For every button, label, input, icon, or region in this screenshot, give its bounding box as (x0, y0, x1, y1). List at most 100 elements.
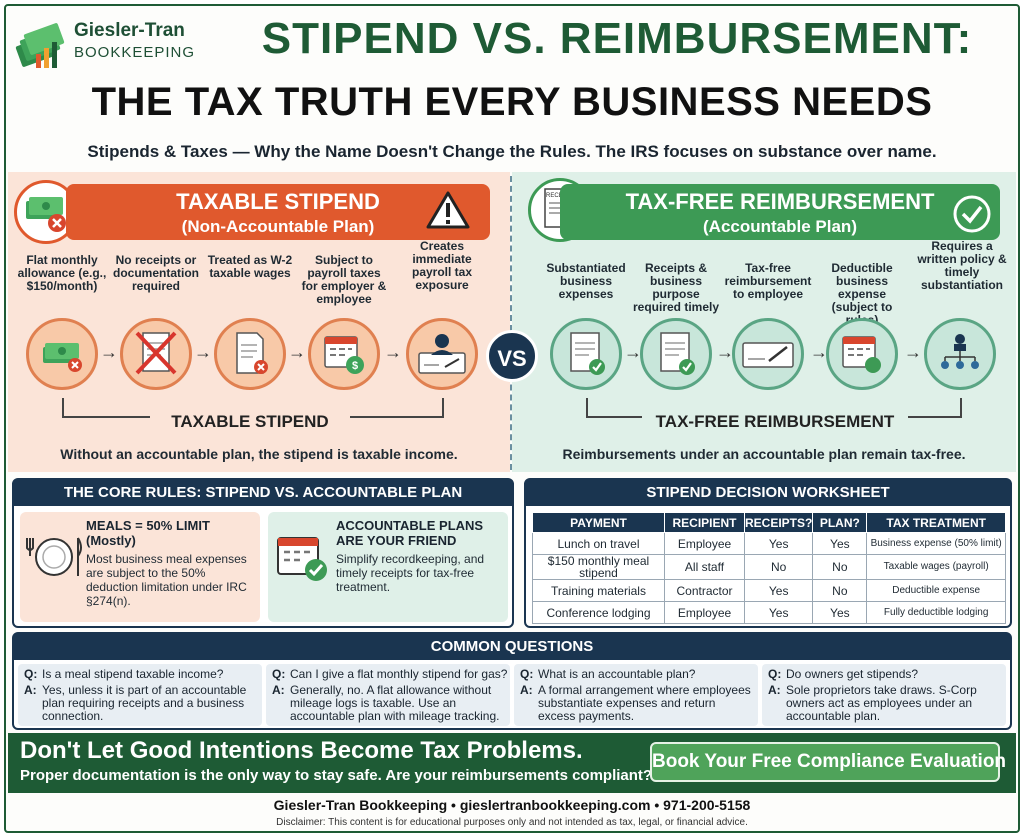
faq-item: Q: Can I give a flat monthly stipend for … (266, 664, 510, 726)
a-marker: A: (768, 683, 781, 697)
taxfree-step-2-label: Receipts & business purpose required tim… (632, 261, 720, 314)
footer-contact[interactable]: Giesler-Tran Bookkeeping • gieslertranbo… (273, 797, 751, 813)
flow-arrow-icon: → (624, 342, 642, 362)
table-row: Training materials Contractor Yes No Ded… (532, 579, 1006, 602)
faq-answer: Generally, no. A flat allowance without … (290, 683, 500, 723)
a-marker: A: (520, 683, 533, 697)
book-evaluation-button[interactable]: Book Your Free Compliance Evaluation (650, 742, 1006, 782)
worksheet-header: STIPEND DECISION WORKSHEET (526, 480, 1010, 506)
svg-text:$: $ (352, 360, 358, 372)
table-cell: Employee (664, 532, 745, 555)
meals-rule-title: MEALS = 50% LIMIT (Mostly) (86, 518, 210, 548)
a-marker: A: (24, 683, 37, 697)
flow-arrow-icon: → (384, 342, 402, 362)
core-rules-header: THE CORE RULES: STIPEND VS. ACCOUNTABLE … (14, 480, 512, 506)
faq-header: COMMON QUESTIONS (14, 634, 1010, 660)
taxable-stipend-banner: TAXABLE STIPEND (Non-Accountable Plan) (66, 184, 490, 240)
table-cell: Business expense (50% limit) (866, 532, 1006, 555)
faq-question: Do owners get stipends? (786, 667, 919, 681)
taxable-title: TAXABLE STIPEND (176, 189, 380, 214)
decision-worksheet-box: STIPEND DECISION WORKSHEET PAYMENT RECIP… (524, 478, 1012, 628)
org-chart-icon (924, 318, 996, 390)
taxable-step-1-label: Flat monthly allowance (e.g., $150/month… (17, 253, 107, 293)
table-row: Conference lodging Employee Yes Yes Full… (532, 601, 1006, 624)
taxable-subtitle: (Non-Accountable Plan) (181, 217, 375, 236)
taxfree-step-4-label: Deductible business expense (subject to … (831, 261, 893, 327)
table-cell: Contractor (664, 579, 745, 602)
table-cell: $150 monthly meal stipend (532, 554, 665, 580)
q-marker: Q: (24, 667, 38, 681)
q-marker: Q: (768, 667, 782, 681)
flow-arrow-icon: → (100, 342, 118, 362)
taxfree-step-5-label: Requires a written policy & timely subst… (917, 239, 1007, 292)
cta-headline: Don't Let Good Intentions Become Tax Pro… (20, 737, 583, 764)
faq-answer: Yes, unless it is part of an accountable… (42, 683, 247, 723)
taxable-note: Without an accountable plan, the stipend… (60, 446, 458, 462)
title-line-2: THE TAX TRUTH EVERY BUSINESS NEEDS (91, 80, 933, 124)
faq-question: Can I give a flat monthly stipend for ga… (290, 667, 508, 681)
meals-rule-card: MEALS = 50% LIMIT (Mostly) Most business… (20, 512, 260, 622)
table-cell: No (812, 554, 868, 580)
cta-subline: Proper documentation is the only way to … (20, 767, 653, 784)
table-cell: Yes (743, 579, 814, 602)
money-stack-logo-icon (12, 20, 70, 76)
flow-arrow-icon: → (194, 342, 212, 362)
document-icon (214, 318, 286, 390)
warning-icon (426, 190, 470, 230)
utensils-plate-icon (24, 532, 84, 582)
plans-rule-body: Simplify recordkeeping, and timely recei… (336, 552, 485, 594)
crossed-receipt-icon (120, 318, 192, 390)
worksheet-table: PAYMENT RECIPIENT RECEIPTS? PLAN? TAX TR… (532, 512, 1006, 624)
tax-free-banner: TAX-FREE REIMBURSEMENT (Accountable Plan… (560, 184, 1000, 240)
receipt-word: RECEIPT (546, 193, 572, 199)
table-cell: Fully deductible lodging (866, 601, 1006, 624)
taxable-step-5-label: Creates immediate payroll tax exposure (411, 239, 473, 292)
core-rules-box: THE CORE RULES: STIPEND VS. ACCOUNTABLE … (12, 478, 514, 628)
table-cell: No (743, 554, 814, 580)
calendar-dollar-icon: $ (308, 318, 380, 390)
table-cell: Yes (812, 532, 868, 555)
table-cell: Conference lodging (532, 601, 665, 624)
q-marker: Q: (272, 667, 286, 681)
table-header-row: PAYMENT RECIPIENT RECEIPTS? PLAN? TAX TR… (532, 512, 1006, 533)
calendar-icon (826, 318, 898, 390)
vs-badge: VS (486, 330, 538, 382)
taxfree-flow-label: TAX-FREE REIMBURSEMENT (642, 412, 908, 432)
column-header: TAX TREATMENT (866, 512, 1006, 533)
faq-question: What is an accountable plan? (538, 667, 696, 681)
table-cell: Lunch on travel (532, 532, 665, 555)
taxable-step-2-label: No receipts or documentation required (113, 253, 199, 293)
taxable-flow-label: TAXABLE STIPEND (150, 412, 350, 432)
taxfree-title: TAX-FREE REIMBURSEMENT (625, 189, 935, 214)
column-header: PLAN? (812, 512, 868, 533)
taxfree-step-3-label: Tax-free reimbursement to employee (724, 261, 812, 301)
taxable-step-3-label: Treated as W-2 taxable wages (207, 253, 293, 280)
faq-item: Q: Do owners get stipends? A: Sole proprie… (762, 664, 1006, 726)
check-payment-icon (732, 318, 804, 390)
disclaimer: Disclaimer: This content is for educatio… (276, 817, 748, 828)
receipt-check-icon (550, 318, 622, 390)
table-cell: Taxable wages (payroll) (866, 554, 1006, 580)
brand-name: Giesler-Tran (74, 20, 185, 41)
meals-rule-body: Most business meal expenses are subject … (86, 552, 247, 608)
faq-item: Q: Is a meal stipend taxable income? A: Ye… (18, 664, 262, 726)
brand-logo[interactable]: Giesler-Tran BOOKKEEPING (12, 14, 202, 76)
table-cell: All staff (664, 554, 745, 580)
common-questions-box: COMMON QUESTIONS Q: Is a meal stipend tax… (12, 632, 1012, 730)
table-row: Lunch on travel Employee Yes Yes Busines… (532, 532, 1006, 555)
plans-rule-title: ACCOUNTABLE PLANS ARE YOUR FRIEND (336, 518, 484, 548)
title-line-1: STIPEND VS. REIMBURSEMENT: (261, 14, 973, 63)
flow-arrow-icon: → (810, 342, 828, 362)
faq-answer: Sole proprietors take draws. S-Corp owne… (786, 683, 977, 723)
table-cell: Employee (664, 601, 745, 624)
table-cell: Yes (743, 532, 814, 555)
paycheck-icon (406, 318, 478, 390)
taxable-step-4-label: Subject to payroll taxes for employer & … (301, 253, 387, 306)
faq-item: Q: What is an accountable plan? A: A forma… (514, 664, 758, 726)
check-circle-icon (952, 194, 992, 234)
flow-arrow-icon: → (716, 342, 734, 362)
column-header: RECEIPTS? (743, 512, 814, 533)
table-cell: Training materials (532, 579, 665, 602)
faq-answer: A formal arrangement where employees sub… (538, 683, 751, 723)
taxfree-note: Reimbursements under an accountable plan… (562, 446, 966, 462)
